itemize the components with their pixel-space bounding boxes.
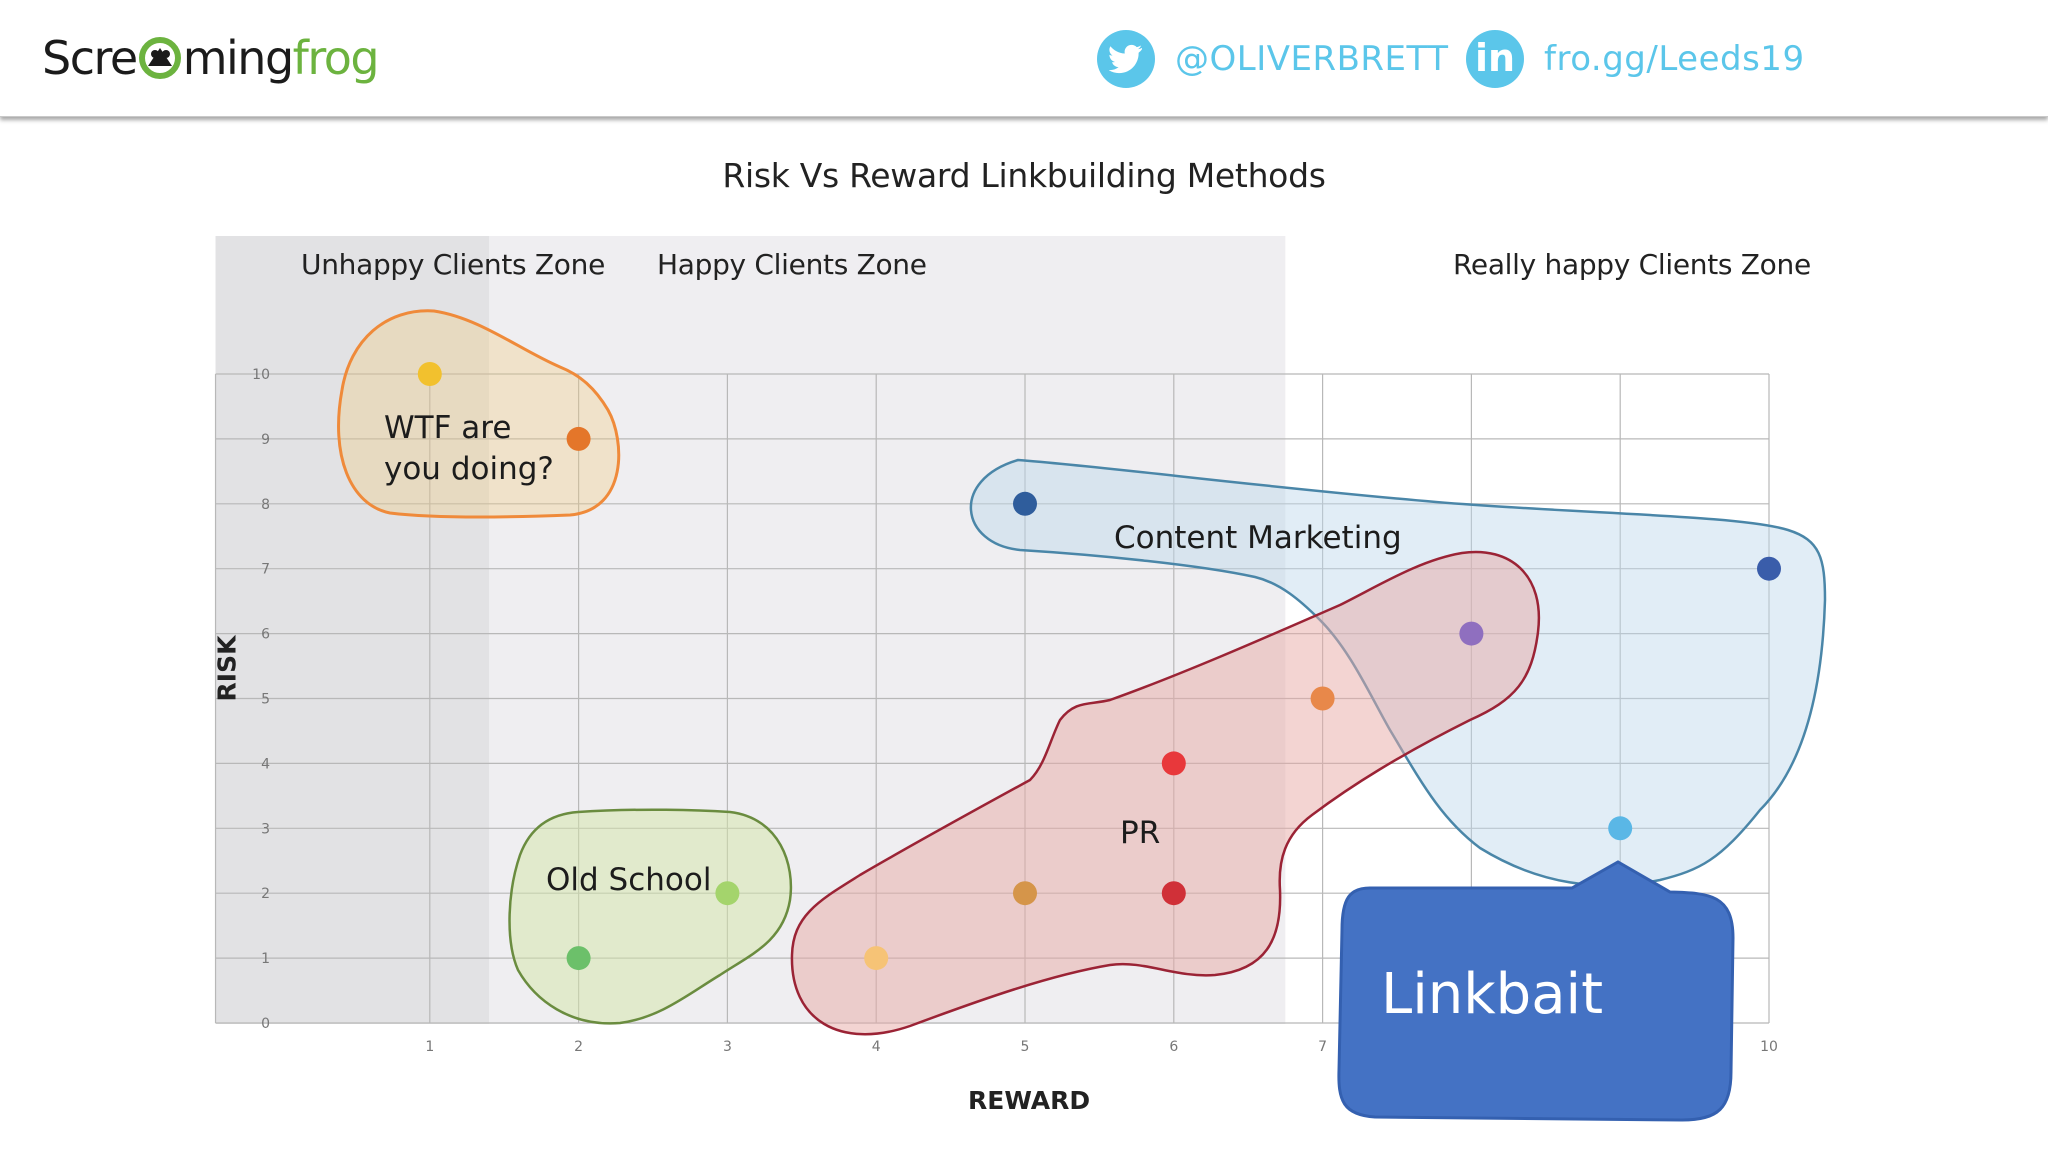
linkedin-icon: in: [1466, 30, 1524, 88]
frog-icon: [138, 37, 181, 79]
screaming-frog-logo: Scre mingfrog: [42, 31, 380, 85]
data-point: [1013, 881, 1037, 906]
data-point: [417, 362, 442, 386]
zone-label-unhappy: Unhappy Clients Zone: [301, 248, 605, 281]
blob-wtf: [337, 309, 621, 519]
data-point: [1013, 491, 1037, 516]
data-point: [1161, 881, 1186, 906]
y-tick-label: 2: [261, 886, 270, 902]
x-axis-title: REWARD: [968, 1086, 1091, 1115]
x-tick-label: 10: [1760, 1039, 1778, 1055]
data-point: [1459, 621, 1484, 646]
short-link-text: fro.gg/Leeds19: [1544, 39, 1805, 79]
group-label-old-school: Old School: [546, 862, 712, 898]
data-point: [566, 426, 591, 451]
data-point: [1310, 686, 1335, 711]
y-tick-label: 0: [261, 1016, 270, 1032]
x-tick-label: 6: [1169, 1039, 1178, 1055]
y-tick-label: 1: [261, 951, 270, 967]
group-label-content-marketing: Content Marketing: [1114, 520, 1402, 556]
slide-header: Scre mingfrog @OLIVERBRETT in fro.gg/Lee…: [0, 0, 2048, 117]
x-tick-label: 5: [1021, 1039, 1030, 1055]
x-tick-label: 1: [425, 1039, 434, 1055]
twitter-handle[interactable]: @OLIVERBRETT: [1097, 28, 1448, 90]
blob-pr: [790, 550, 1541, 1036]
x-tick-label: 7: [1318, 1039, 1327, 1055]
data-point: [1757, 556, 1781, 581]
y-tick-label: 6: [261, 627, 270, 643]
twitter-bird-icon: [1097, 30, 1155, 88]
linkbait-callout: [1337, 860, 1735, 1122]
data-point: [1161, 751, 1186, 776]
data-point: [715, 881, 740, 906]
y-tick-label: 5: [261, 692, 270, 708]
twitter-handle-text: @OLIVERBRETT: [1175, 39, 1449, 79]
group-label-wtf: WTF are you doing?: [384, 410, 554, 487]
data-point: [864, 946, 889, 971]
y-tick-label: 9: [261, 432, 270, 448]
y-tick-label: 10: [252, 367, 270, 383]
y-tick-label: 3: [261, 821, 270, 837]
y-axis-title: RISK: [212, 635, 242, 702]
short-link[interactable]: in fro.gg/Leeds19: [1466, 28, 1805, 90]
y-tick-label: 8: [261, 497, 270, 513]
y-tick-label: 7: [261, 562, 270, 578]
data-point: [566, 946, 591, 971]
group-label-pr: PR: [1120, 815, 1161, 851]
x-tick-label: 4: [872, 1039, 881, 1055]
group-label-linkbait: Linkbait: [1381, 962, 1604, 1027]
x-tick-label: 3: [723, 1039, 732, 1055]
y-tick-label: 4: [261, 756, 270, 772]
x-tick-label: 2: [574, 1039, 583, 1055]
data-point: [1608, 816, 1633, 841]
chart-title: Risk Vs Reward Linkbuilding Methods: [722, 156, 1326, 195]
zone-label-really-happy: Really happy Clients Zone: [1453, 248, 1811, 281]
zone-label-happy: Happy Clients Zone: [657, 248, 927, 281]
